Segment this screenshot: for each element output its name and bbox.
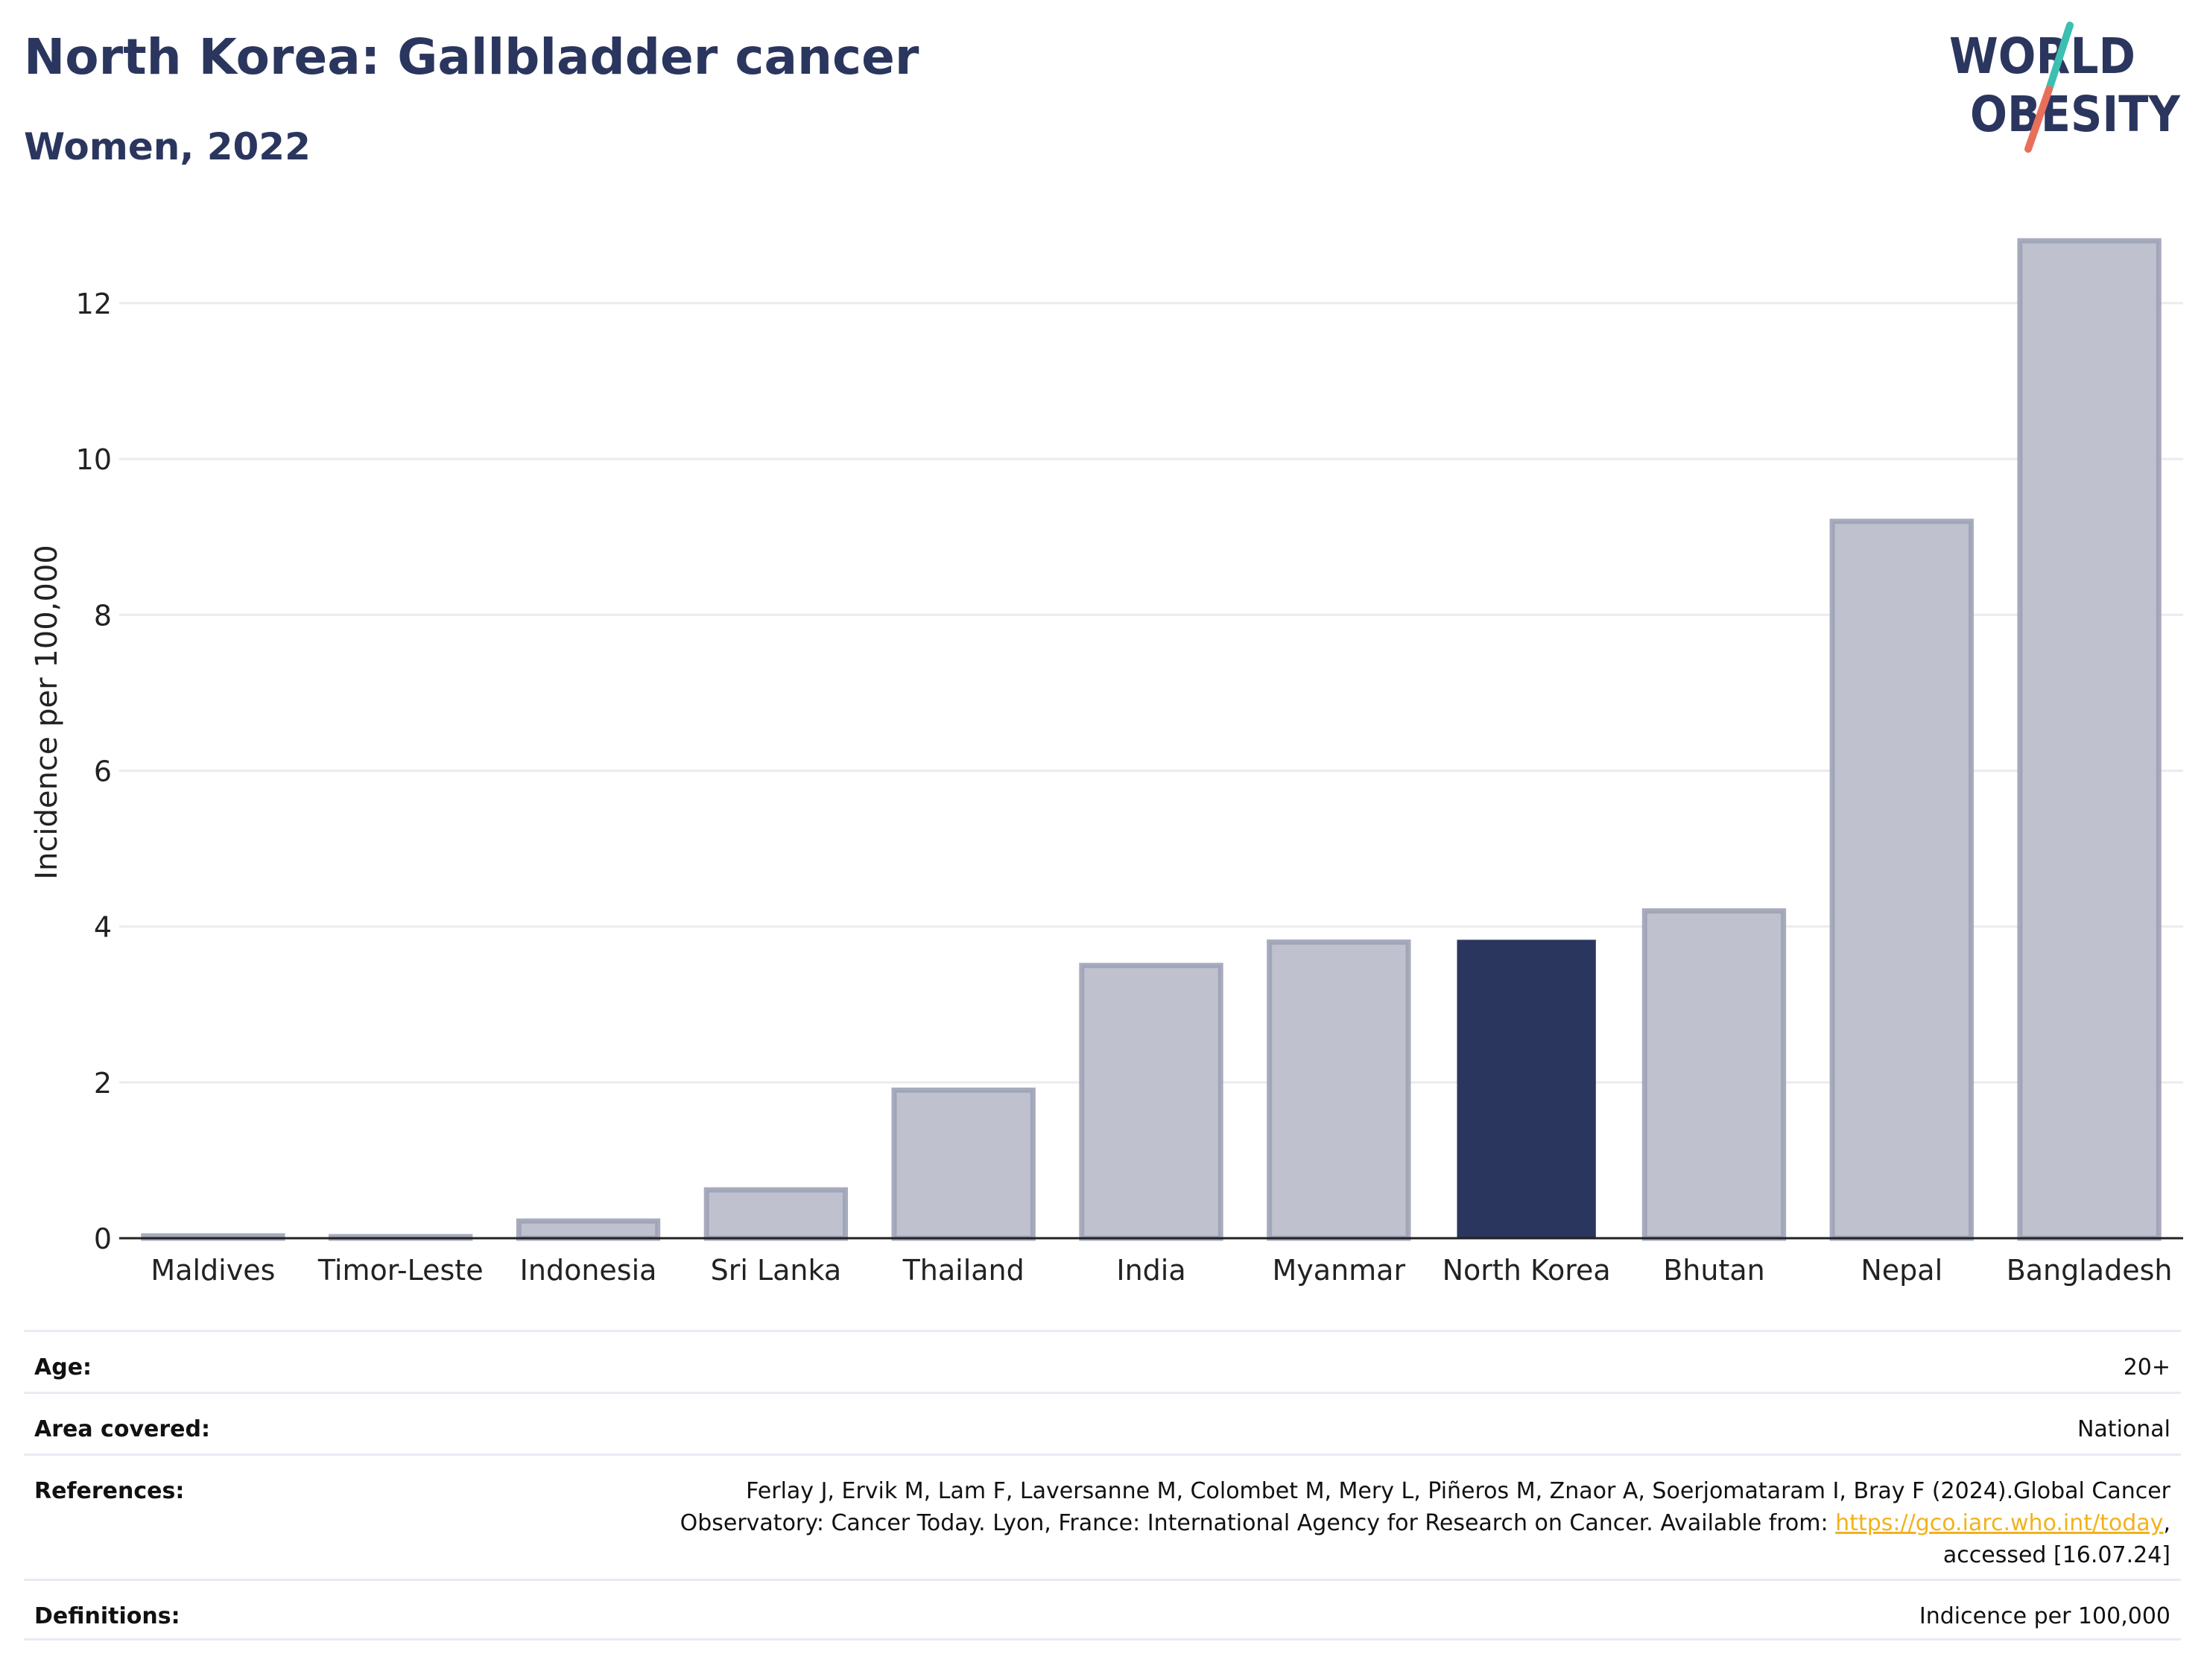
y-tick-label: 8: [94, 599, 112, 632]
x-tick-label: Myanmar: [1273, 1254, 1406, 1287]
bar-sri-lanka: [703, 1187, 849, 1241]
area-label: Area covered:: [34, 1416, 210, 1442]
bar-thailand: [891, 1087, 1036, 1241]
y-tick-label: 6: [94, 755, 112, 787]
y-axis-label: Incidence per 100,000: [30, 545, 64, 880]
references-value: Ferlay J, Ervik M, Lam F, Laversanne M, …: [680, 1475, 2170, 1571]
chart-subtitle: Women, 2022: [24, 125, 311, 168]
references-line-2: Observatory: Cancer Today. Lyon, France:…: [680, 1510, 1836, 1536]
bar-indonesia: [516, 1218, 661, 1241]
bar-chart: 0 2 4 6 8 10 12 Maldives Timor-Leste Indonesia Sr…: [30, 238, 2183, 1287]
age-label: Age:: [34, 1354, 92, 1381]
y-tick-label: 2: [94, 1067, 112, 1100]
metadata-table: Age: 20+ Area covered: National Referenc…: [24, 1330, 2181, 1641]
y-tick-labels: 0 2 4 6 8 10 12: [76, 288, 112, 1255]
meta-row-area: Area covered: National: [24, 1392, 2181, 1454]
references-link[interactable]: https://gco.iarc.who.int/today: [1835, 1510, 2164, 1536]
x-tick-label: Timor-Leste: [317, 1254, 484, 1287]
meta-row-references: References: Ferlay J, Ervik M, Lam F, La…: [24, 1454, 2181, 1579]
x-tick-label: Indonesia: [520, 1254, 657, 1287]
bar-bangladesh: [2017, 238, 2162, 1241]
age-value: 20+: [2123, 1354, 2170, 1381]
bar-bhutan: [1641, 908, 1787, 1241]
references-line-3: accessed [16.07.24]: [1942, 1542, 2170, 1568]
y-tick-label: 0: [94, 1223, 112, 1255]
logo-slash-bottom: [2024, 86, 2053, 153]
bars: [141, 238, 2162, 1241]
references-line-2-suffix: ,: [2163, 1510, 2170, 1536]
chart-title: North Korea: Gallbladder cancer: [24, 28, 919, 86]
definitions-label: Definitions:: [34, 1603, 180, 1629]
y-tick-label: 4: [94, 911, 112, 944]
area-value: National: [2077, 1416, 2170, 1442]
meta-row-age: Age: 20+: [24, 1330, 2181, 1392]
x-tick-label: Thailand: [902, 1254, 1025, 1287]
x-tick-label: Bhutan: [1663, 1254, 1765, 1287]
x-tick-label: Maldives: [151, 1254, 275, 1287]
x-tick-label: Nepal: [1861, 1254, 1942, 1287]
references-label: References:: [34, 1478, 185, 1504]
logo-word-obesity: OBESITY: [1970, 86, 2181, 143]
bar-nepal: [1829, 519, 1974, 1241]
logo-slash-top: [2045, 22, 2074, 93]
x-tick-labels: Maldives Timor-Leste Indonesia Sri Lanka Tha…: [151, 1254, 2172, 1287]
bar-myanmar: [1267, 939, 1411, 1241]
meta-row-definitions: Definitions: Indicence per 100,000: [24, 1579, 2181, 1641]
bar-india: [1079, 963, 1223, 1241]
bar-north-korea: [1457, 939, 1596, 1238]
x-tick-label: Sri Lanka: [711, 1254, 842, 1287]
references-line-1: Ferlay J, Ervik M, Lam F, Laversanne M, …: [746, 1478, 2170, 1504]
y-tick-label: 12: [76, 288, 112, 320]
x-tick-label: Bangladesh: [2007, 1254, 2173, 1287]
definitions-value: Indicence per 100,000: [1919, 1603, 2170, 1629]
world-obesity-logo: WORLD OBESITY: [1949, 22, 2181, 153]
y-tick-label: 10: [76, 443, 112, 476]
x-tick-label: India: [1116, 1254, 1185, 1287]
logo-word-world: WORLD: [1949, 28, 2135, 85]
x-tick-label: North Korea: [1443, 1254, 1611, 1287]
